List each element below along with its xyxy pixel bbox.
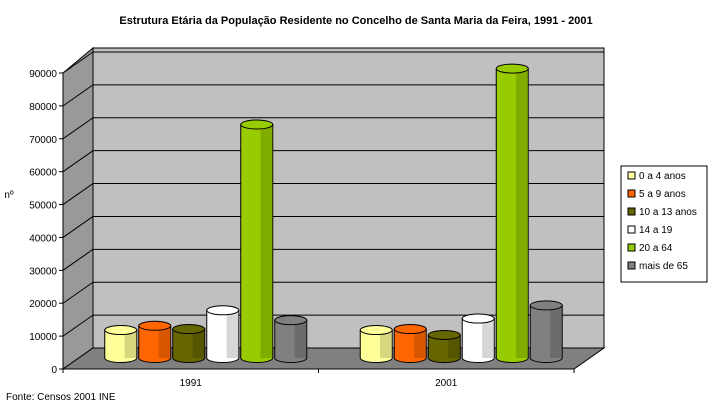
legend-item: 14 a 19 <box>627 225 673 236</box>
bar-shading <box>516 68 529 359</box>
bar-shading <box>226 310 239 358</box>
legend-swatch <box>627 189 636 198</box>
grid-line-side <box>62 51 94 74</box>
bar <box>274 315 308 363</box>
y-tick-label: 10000 <box>29 332 57 343</box>
bar-body <box>359 329 393 363</box>
bar <box>529 300 563 363</box>
bar-top <box>172 324 206 335</box>
grid-line-side <box>62 117 94 140</box>
bar-shading <box>380 330 393 358</box>
y-axis-ticks: 0 10000 20000 30000 40000 50000 60000 70000 8000… <box>29 69 63 376</box>
bar-shading <box>260 124 273 358</box>
bar-shading <box>550 305 563 358</box>
y-tick-label: 40000 <box>29 233 57 244</box>
legend-item: mais de 65 <box>627 261 688 272</box>
y-tick-label: 0 <box>51 365 57 376</box>
bars <box>104 63 563 363</box>
y-tick-label: 20000 <box>29 299 57 310</box>
y-tick-label: 90000 <box>29 69 57 80</box>
grid-line-side <box>62 216 94 238</box>
legend-items: 0 a 4 anos 5 a 9 anos 10 a 13 anos 14 a 19 2… <box>627 171 697 272</box>
bar-top <box>274 315 308 326</box>
bar-body <box>172 328 206 363</box>
bar <box>427 329 461 363</box>
bar-body <box>274 319 308 363</box>
bar-shading <box>414 329 427 358</box>
bar-shading <box>294 320 307 358</box>
y-tick-label: 30000 <box>29 266 57 277</box>
legend-item: 0 a 4 anos <box>627 171 686 182</box>
grid-line-side <box>62 281 94 304</box>
y-tick-label: 70000 <box>29 135 57 146</box>
bar-shading <box>124 330 137 358</box>
bar-top <box>359 325 393 336</box>
legend <box>620 165 708 283</box>
legend-label: mais de 65 <box>639 261 688 272</box>
bar-top <box>393 324 427 335</box>
bar-top <box>461 313 495 324</box>
bar-top <box>495 63 529 74</box>
bar-body <box>461 318 495 363</box>
bar-body <box>427 334 461 363</box>
bar-top <box>240 119 274 130</box>
legend-item: 20 a 64 <box>627 243 673 254</box>
bar-top <box>206 305 240 316</box>
x-axis-ticks: 1991 2001 <box>62 369 575 389</box>
chart-title: Estrutura Etária da População Residente … <box>119 15 592 27</box>
bar-shading <box>448 334 461 358</box>
bar-body <box>393 328 427 363</box>
x-tick-label: 2001 <box>435 378 458 389</box>
grid-line-side <box>62 150 94 173</box>
bar-top <box>529 300 563 311</box>
side-wall <box>62 46 94 370</box>
bar <box>393 324 427 363</box>
grid-line-side <box>62 314 94 337</box>
y-tick-label: 60000 <box>29 168 57 179</box>
bar-top <box>104 325 138 336</box>
grid-line-side <box>62 183 94 205</box>
bar-body <box>138 325 172 363</box>
legend-swatch <box>627 225 636 234</box>
bar <box>172 324 206 363</box>
bar-body <box>104 329 138 363</box>
legend-label: 10 a 13 anos <box>639 207 697 218</box>
bar-body <box>240 123 274 363</box>
y-axis-label: nº <box>4 190 14 201</box>
source-note: Fonte: Censos 2001 INE <box>6 392 116 403</box>
bar-body <box>495 68 529 363</box>
legend-item: 5 a 9 anos <box>627 189 686 200</box>
bar <box>138 320 172 363</box>
bar <box>359 325 393 363</box>
bar <box>104 325 138 363</box>
bar-body <box>206 309 240 363</box>
bar-body <box>529 304 563 363</box>
bar <box>206 305 240 363</box>
legend-label: 20 a 64 <box>639 243 673 254</box>
bar-top <box>138 320 172 331</box>
bar <box>461 313 495 363</box>
legend-swatch <box>627 261 636 270</box>
legend-item: 10 a 13 anos <box>627 207 697 218</box>
y-tick-label: 50000 <box>29 201 57 212</box>
x-tick-label: 1991 <box>180 378 203 389</box>
legend-label: 14 a 19 <box>639 225 673 236</box>
bar <box>495 63 529 363</box>
y-tick-label: 80000 <box>29 102 57 113</box>
bar-shading <box>482 318 495 358</box>
grid-line-side <box>62 248 94 271</box>
bar-shading <box>158 325 171 358</box>
grid-line-side <box>62 84 94 107</box>
legend-swatch <box>627 243 636 252</box>
bar <box>240 119 274 363</box>
legend-swatch <box>627 207 636 216</box>
bar-shading <box>192 329 205 358</box>
bar-top <box>427 329 461 340</box>
legend-swatch <box>627 171 636 180</box>
legend-label: 0 a 4 anos <box>639 171 686 182</box>
legend-label: 5 a 9 anos <box>639 189 686 200</box>
